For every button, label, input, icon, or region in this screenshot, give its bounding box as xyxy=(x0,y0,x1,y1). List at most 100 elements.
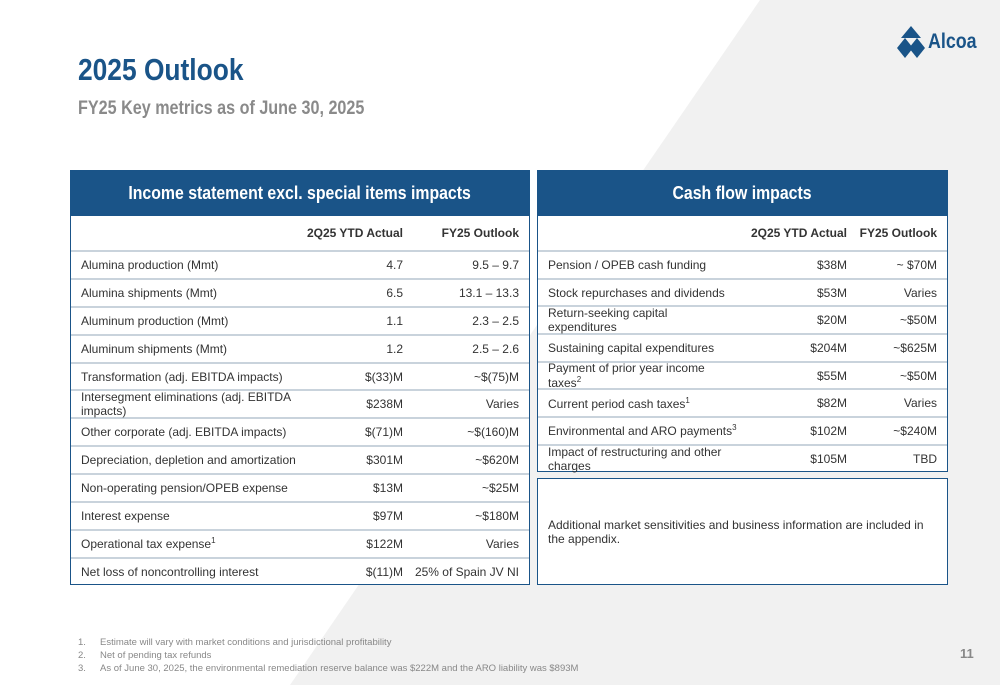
income-column-header: 2Q25 YTD Actual FY25 Outlook xyxy=(71,216,529,250)
row-actual: 4.7 xyxy=(386,257,403,272)
table-row: Aluminum shipments (Mmt) 1.2 2.5 – 2.6 xyxy=(71,333,529,362)
cash-table-title: Cash flow impacts xyxy=(538,171,947,216)
footnote-ref: 1 xyxy=(685,395,690,405)
row-outlook: ~$180M xyxy=(475,508,519,523)
row-actual: 1.2 xyxy=(386,341,403,356)
row-actual: $97M xyxy=(372,508,403,523)
row-label: Return-seeking capital expenditures xyxy=(548,306,668,335)
row-outlook: ~$50M xyxy=(899,313,937,328)
row-outlook: ~$50M xyxy=(899,368,937,383)
row-label: Payment of prior year income taxes2 xyxy=(548,361,705,391)
footnote: 3. As of June 30, 2025, the environmental… xyxy=(78,663,579,674)
table-row: Transformation (adj. EBITDA impacts) $(33… xyxy=(71,361,529,390)
row-label: Stock repurchases and dividends xyxy=(548,285,725,300)
row-label: Intersegment eliminations (adj. EBITDA i… xyxy=(81,390,291,419)
alcoa-logo: Alcoa xyxy=(897,26,985,58)
table-row: Payment of prior year income taxes2 $55M ~… xyxy=(538,360,947,391)
row-outlook: Varies xyxy=(903,396,937,411)
row-actual: $20M xyxy=(816,313,847,328)
table-row: Sustaining capital expenditures $204M ~$62… xyxy=(538,333,947,361)
row-label: Sustaining capital expenditures xyxy=(548,340,715,355)
row-label: Alumina shipments (Mmt) xyxy=(81,285,218,300)
table-row: Intersegment eliminations (adj. EBITDA i… xyxy=(71,389,529,419)
row-label: Transformation (adj. EBITDA impacts) xyxy=(81,369,283,384)
income-statement-table: Income statement excl. special items imp… xyxy=(70,170,530,585)
table-row: Non-operating pension/OPEB expense $13M ~$… xyxy=(71,473,529,501)
col-outlook: FY25 Outlook xyxy=(441,226,519,240)
row-outlook: ~$240M xyxy=(893,423,937,438)
col-outlook: FY25 Outlook xyxy=(859,226,937,240)
income-table-title: Income statement excl. special items imp… xyxy=(71,171,529,216)
row-actual: $38M xyxy=(816,257,847,272)
page-title: 2025 Outlook xyxy=(78,52,244,87)
sensitivities-note: Additional market sensitivities and busi… xyxy=(537,478,948,585)
row-label: Pension / OPEB cash funding xyxy=(548,257,707,272)
row-outlook: Varies xyxy=(903,285,937,300)
row-outlook: ~$620M xyxy=(475,453,519,468)
row-label: Depreciation, depletion and amortization xyxy=(81,453,296,468)
row-outlook: ~ $70M xyxy=(896,257,937,272)
row-label: Environmental and ARO payments3 xyxy=(548,423,737,439)
row-outlook: ~$625M xyxy=(893,340,937,355)
row-actual: $122M xyxy=(366,536,403,551)
footnote: 1. Estimate will vary with market conditi… xyxy=(78,637,392,648)
row-actual: $53M xyxy=(816,285,847,300)
row-actual: $13M xyxy=(372,481,403,496)
row-outlook: 2.3 – 2.5 xyxy=(472,313,519,328)
table-row: Aluminum production (Mmt) 1.1 2.3 – 2.5 xyxy=(71,305,529,334)
table-row: Depreciation, depletion and amortization… xyxy=(71,445,529,473)
row-label: Aluminum production (Mmt) xyxy=(81,313,229,328)
row-actual: 6.5 xyxy=(386,285,403,300)
footnote-ref: 3 xyxy=(732,423,737,433)
row-label: Current period cash taxes1 xyxy=(548,395,690,411)
col-actual: 2Q25 YTD Actual xyxy=(750,226,847,240)
col-actual: 2Q25 YTD Actual xyxy=(306,226,403,240)
row-label: Non-operating pension/OPEB expense xyxy=(81,481,288,496)
row-actual: $105M xyxy=(810,451,847,466)
cash-column-header: 2Q25 YTD Actual FY25 Outlook xyxy=(538,216,947,250)
page-number: 11 xyxy=(960,646,974,661)
row-actual: $(11)M xyxy=(365,564,403,579)
footnote: 2. Net of pending tax refunds xyxy=(78,650,212,661)
page-subtitle: FY25 Key metrics as of June 30, 2025 xyxy=(78,98,365,119)
table-row: Current period cash taxes1 $82M Varies xyxy=(538,388,947,416)
table-row: Net loss of noncontrolling interest $(11)… xyxy=(71,556,529,585)
row-label: Alumina production (Mmt) xyxy=(81,257,219,272)
table-row: Pension / OPEB cash funding $38M ~ $70M xyxy=(538,250,947,278)
row-outlook: 25% of Spain JV NI xyxy=(414,564,519,579)
row-outlook: TBD xyxy=(913,451,937,466)
row-label: Impact of restructuring and other charge… xyxy=(548,444,722,473)
logo-text: Alcoa xyxy=(928,30,977,53)
row-actual: 1.1 xyxy=(386,313,403,328)
row-actual: $(33)M xyxy=(364,369,403,384)
cash-flow-table: Cash flow impacts 2Q25 YTD Actual FY25 Ou… xyxy=(537,170,948,473)
row-outlook: 2.5 – 2.6 xyxy=(472,341,519,356)
table-row: Operational tax expense1 $122M Varies xyxy=(71,528,529,557)
table-row: Other corporate (adj. EBITDA impacts) $(7… xyxy=(71,417,529,445)
footnote-ref: 2 xyxy=(576,375,582,385)
row-actual: $301M xyxy=(366,453,403,468)
row-actual: $55M xyxy=(816,368,847,383)
row-outlook: ~$25M xyxy=(481,481,519,496)
row-actual: $238M xyxy=(366,397,403,412)
row-label: Net loss of noncontrolling interest xyxy=(81,564,259,579)
table-row: Environmental and ARO payments3 $102M ~$24… xyxy=(538,416,947,444)
row-label: Other corporate (adj. EBITDA impacts) xyxy=(81,425,287,440)
row-outlook: 9.5 – 9.7 xyxy=(472,257,519,272)
row-label: Operational tax expense1 xyxy=(81,536,216,552)
row-actual: $102M xyxy=(810,423,847,438)
footnote-ref: 1 xyxy=(211,536,216,546)
row-actual: $(71)M xyxy=(364,425,403,440)
row-actual: $82M xyxy=(816,396,847,411)
row-outlook: Varies xyxy=(485,397,519,412)
row-label: Aluminum shipments (Mmt) xyxy=(81,341,228,356)
row-outlook: Varies xyxy=(485,536,519,551)
row-outlook: 13.1 – 13.3 xyxy=(458,285,519,300)
table-row: Interest expense $97M ~$180M xyxy=(71,501,529,529)
table-row: Alumina production (Mmt) 4.7 9.5 – 9.7 xyxy=(71,250,529,278)
row-label: Interest expense xyxy=(81,508,170,523)
row-outlook: ~$(75)M xyxy=(473,369,519,384)
table-row: Alumina shipments (Mmt) 6.5 13.1 – 13.3 xyxy=(71,277,529,306)
alcoa-logo-icon xyxy=(897,26,925,58)
row-outlook: ~$(160)M xyxy=(467,425,519,440)
